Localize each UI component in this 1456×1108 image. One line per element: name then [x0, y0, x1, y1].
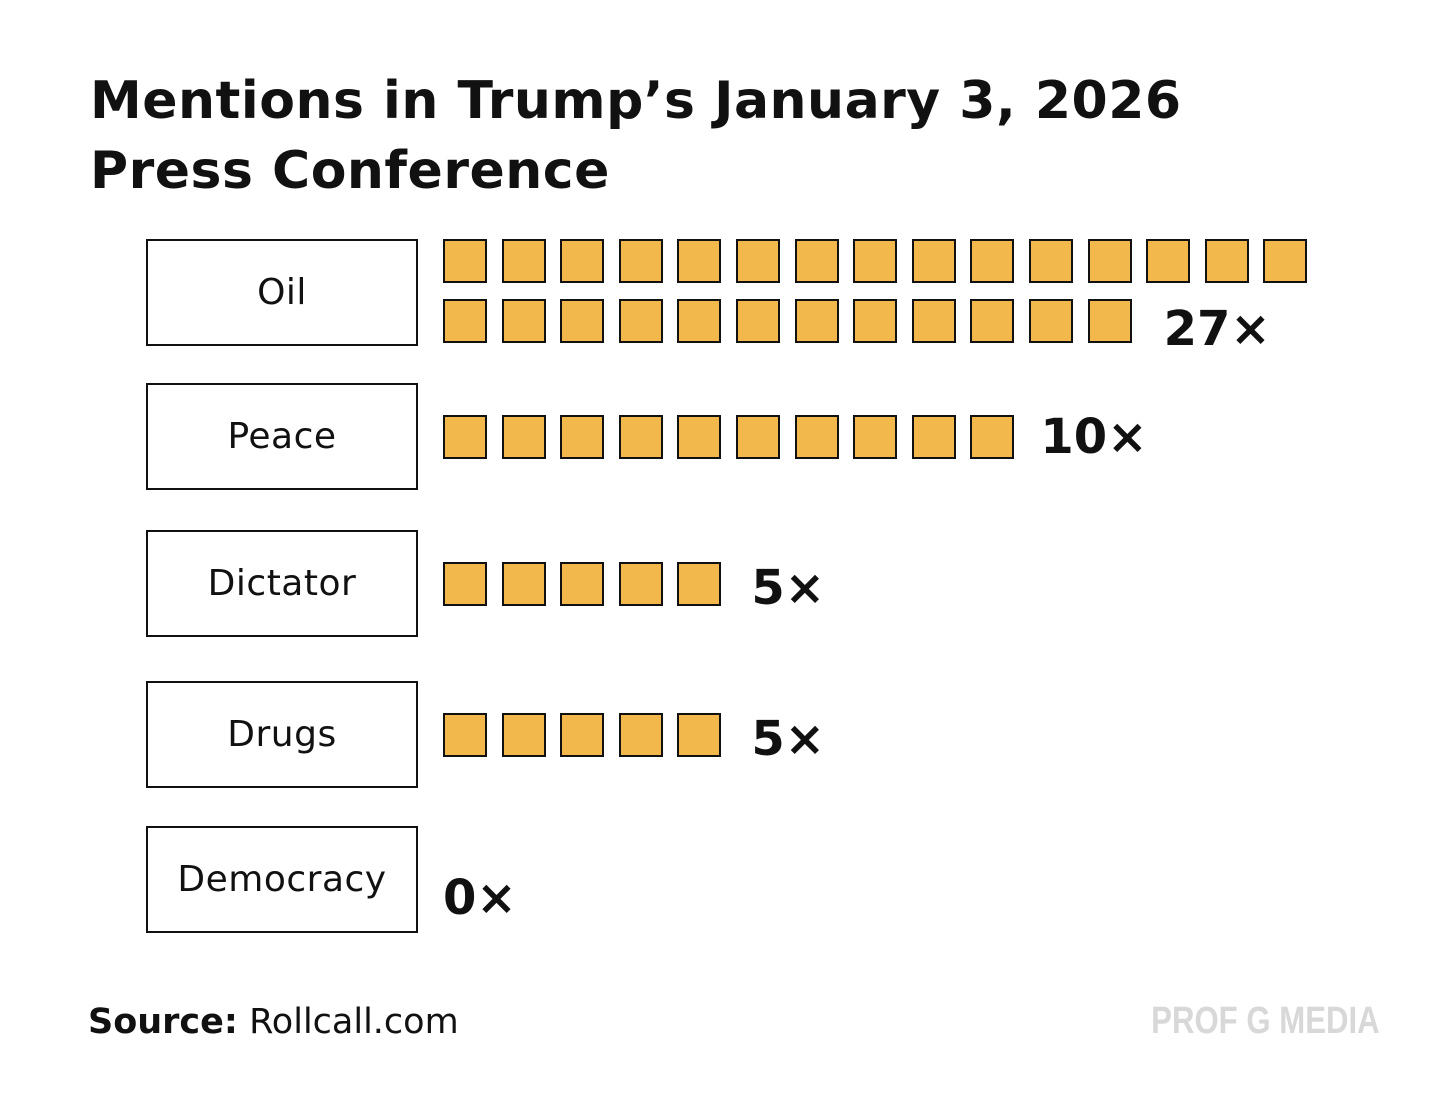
mention-square [618, 414, 663, 459]
category-label: Drugs [146, 681, 418, 788]
mention-square [911, 414, 956, 459]
mention-square [1087, 299, 1132, 343]
count-label: 5× [751, 710, 826, 767]
mention-square [736, 414, 780, 459]
mention-square [794, 299, 839, 343]
mention-square [501, 712, 546, 757]
mention-square [853, 239, 898, 283]
mention-square [794, 414, 839, 459]
category-label: Peace [146, 383, 418, 490]
title-line-1: Mentions in Trump’s January 3, 2026 [90, 71, 1182, 131]
mention-square [1029, 299, 1073, 343]
mention-square [1204, 239, 1249, 283]
mention-square [443, 299, 487, 343]
count-label: 10× [1040, 408, 1148, 465]
chart-title: Mentions in Trump’s January 3, 2026 Pres… [90, 66, 1290, 206]
mention-square [1087, 239, 1132, 283]
mention-square [443, 561, 487, 606]
mention-square [1263, 239, 1308, 283]
mention-square [911, 299, 956, 343]
mention-square [618, 712, 663, 757]
mention-square [970, 299, 1015, 343]
mention-square [677, 299, 722, 343]
mention-square [677, 561, 722, 606]
mention-square [618, 299, 663, 343]
category-label: Dictator [146, 530, 418, 637]
mention-square [677, 712, 722, 757]
mention-square [677, 239, 722, 283]
mention-square [736, 239, 780, 283]
mention-square [501, 299, 546, 343]
mention-square [736, 299, 780, 343]
mention-square [911, 239, 956, 283]
mention-square [853, 414, 898, 459]
mention-square [853, 299, 898, 343]
source-value: Rollcall.com [249, 1002, 459, 1042]
source-note: Source: Rollcall.com [88, 1002, 459, 1042]
mention-square [560, 299, 605, 343]
brand-watermark: PROF G MEDIA [1151, 1000, 1380, 1042]
mention-square [443, 239, 487, 283]
mention-square [618, 239, 663, 283]
mention-square [1029, 239, 1073, 283]
mention-square [970, 414, 1015, 459]
mention-square [443, 712, 487, 757]
mention-square [970, 239, 1015, 283]
mention-square [560, 712, 605, 757]
title-line-2: Press Conference [90, 141, 610, 201]
mention-square [1146, 239, 1191, 283]
mention-square [560, 239, 605, 283]
category-label: Oil [146, 239, 418, 346]
mention-square [501, 561, 546, 606]
mention-square [501, 239, 546, 283]
source-label: Source: [88, 1002, 238, 1042]
mention-square [560, 414, 605, 459]
count-label: 0× [443, 870, 517, 926]
mention-square [501, 414, 546, 459]
mention-square [443, 414, 487, 459]
count-label: 5× [751, 559, 826, 616]
mention-square [794, 239, 839, 283]
mention-square [560, 561, 605, 606]
mention-square [618, 561, 663, 606]
category-label: Democracy [146, 826, 418, 933]
mention-square [677, 414, 722, 459]
count-label: 27× [1163, 301, 1271, 357]
